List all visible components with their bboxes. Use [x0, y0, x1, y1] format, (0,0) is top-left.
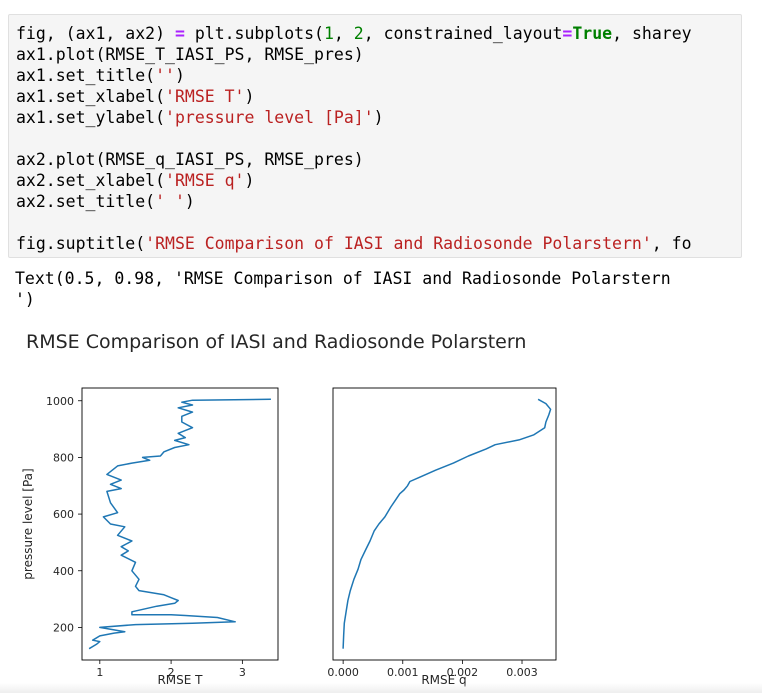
code-token: =	[174, 24, 185, 43]
code-token: 'RMSE T'	[165, 87, 245, 106]
x-tick-label: 0.000	[327, 666, 359, 679]
y-tick-label: 400	[53, 565, 74, 578]
figure-output: RMSE Comparison of IASI and Radiosonde P…	[0, 318, 762, 693]
y-tick-label: 200	[53, 621, 74, 634]
code-token: =	[562, 24, 573, 43]
code-token: ''	[155, 66, 175, 85]
ax1-ylabel: pressure level [Pa]	[21, 468, 35, 579]
code-token: ax1.set_xlabel(	[16, 87, 166, 106]
ax1-series-line	[88, 398, 271, 650]
code-cell[interactable]: fig, (ax1, ax2) = plt.subplots(1, 2, con…	[8, 14, 742, 258]
code-token: True	[572, 24, 613, 43]
code-token: ax2.plot(RMSE_q_IASI_PS, RMSE_pres)	[16, 150, 364, 169]
code-token: 2	[353, 24, 364, 43]
x-tick-label: 0.003	[506, 666, 538, 679]
code-line: ax2.plot(RMSE_q_IASI_PS, RMSE_pres)	[16, 149, 692, 170]
code-token: )	[184, 192, 195, 211]
x-tick-label: 2	[168, 666, 175, 679]
x-tick-label: 1	[96, 666, 103, 679]
code-token: plt.subplots(	[184, 24, 324, 43]
code-token: , fo	[651, 234, 692, 253]
code-token: )	[244, 171, 255, 190]
code-token: , constrained_layout	[363, 24, 563, 43]
code-line: fig.suptitle('RMSE Comparison of IASI an…	[16, 233, 692, 254]
code-token: ' '	[155, 192, 185, 211]
y-tick-label: 800	[53, 451, 74, 464]
ax1-ytick-group: 200 400 600 800 1000	[46, 395, 82, 634]
code-line: ax1.plot(RMSE_T_IASI_PS, RMSE_pres)	[16, 44, 692, 65]
code-line: ax1.set_title('')	[16, 65, 692, 86]
y-tick-label: 600	[53, 508, 74, 521]
y-tick-label: 1000	[46, 395, 74, 408]
code-token: )	[244, 87, 255, 106]
code-token: 'RMSE Comparison of IASI and Radiosonde …	[145, 234, 652, 253]
code-token: fig, (ax1, ax2)	[16, 24, 175, 43]
figure-suptitle: RMSE Comparison of IASI and Radiosonde P…	[26, 331, 526, 353]
x-tick-label: 0.002	[447, 666, 479, 679]
code-token: ax2.set_title(	[16, 192, 156, 211]
code-token: ,	[333, 24, 354, 43]
code-token: 'RMSE q'	[165, 171, 245, 190]
code-editor[interactable]: fig, (ax1, ax2) = plt.subplots(1, 2, con…	[16, 23, 692, 254]
code-token: ax1.plot(RMSE_T_IASI_PS, RMSE_pres)	[16, 45, 364, 64]
code-token: )	[174, 66, 185, 85]
x-tick-label: 0.001	[387, 666, 419, 679]
code-line	[16, 212, 692, 233]
cell-output-text: Text(0.5, 0.98, 'RMSE Comparison of IASI…	[15, 269, 671, 309]
ax1-xtick-group: 1 2 3	[96, 660, 246, 679]
code-line: ax2.set_title(' ')	[16, 191, 692, 212]
code-token: ax2.set_xlabel(	[16, 171, 166, 190]
code-token: )	[373, 108, 384, 127]
ax2-series-line	[342, 398, 552, 649]
code-line	[16, 128, 692, 149]
figure-canvas: RMSE Comparison of IASI and Radiosonde P…	[21, 331, 557, 687]
x-tick-label: 3	[239, 666, 246, 679]
code-token: fig.suptitle(	[16, 234, 146, 253]
code-token: ax1.set_title(	[16, 66, 156, 85]
ax1-frame	[81, 387, 279, 661]
code-token: 'pressure level [Pa]'	[165, 108, 374, 127]
ax2-xtick-group: 0.000 0.001 0.002 0.003	[327, 660, 538, 679]
axes-right: 0.000 0.001 0.002 0.003 RMSE q	[327, 387, 557, 687]
code-line: ax2.set_xlabel('RMSE q')	[16, 170, 692, 191]
code-line: ax1.set_xlabel('RMSE T')	[16, 86, 692, 107]
bottom-fade	[0, 683, 762, 693]
ax2-frame	[332, 387, 557, 661]
code-token: ax1.set_ylabel(	[16, 108, 166, 127]
code-line: ax1.set_ylabel('pressure level [Pa]')	[16, 107, 692, 128]
code-token: , sharey	[612, 24, 692, 43]
code-line: fig, (ax1, ax2) = plt.subplots(1, 2, con…	[16, 23, 692, 44]
code-token: 1	[323, 24, 334, 43]
